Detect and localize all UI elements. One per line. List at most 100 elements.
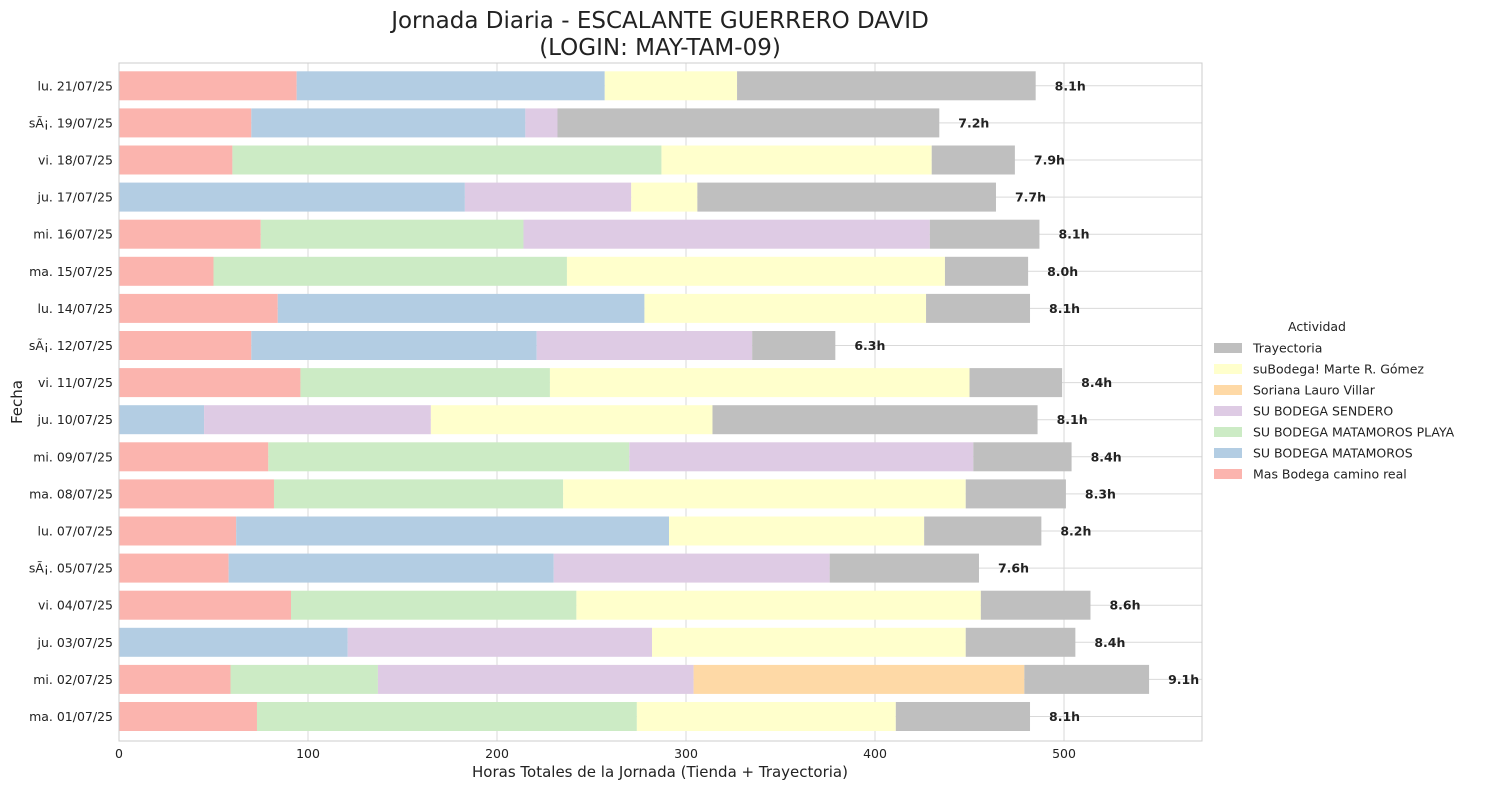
x-axis-label: Horas Totales de la Jornada (Tienda + Tr… xyxy=(472,763,848,781)
legend-swatch xyxy=(1214,427,1242,437)
y-tick-labels: ma. 01/07/25 mi. 02/07/25 ju. 03/07/25 vi. … xyxy=(29,78,113,724)
bar-segment xyxy=(924,516,1042,546)
bar-segment xyxy=(260,219,524,249)
bar-segment xyxy=(119,368,301,398)
legend-swatch xyxy=(1214,364,1242,374)
bar-segment xyxy=(119,664,231,694)
bar-segment xyxy=(553,553,830,583)
bar-segment xyxy=(268,442,630,472)
total-label: 7.6h xyxy=(998,561,1029,576)
y-tick-label: sÃ¡. 05/07/25 xyxy=(29,561,113,576)
legend: Actividad Trayectoria suBodega! Marte R. … xyxy=(1214,319,1455,482)
total-label: 8.4h xyxy=(1094,635,1125,650)
y-tick-label: mi. 09/07/25 xyxy=(33,449,113,464)
bar-segment xyxy=(669,516,925,546)
bar-segment xyxy=(636,702,896,731)
legend-swatch xyxy=(1214,343,1242,353)
bar-segment xyxy=(549,368,970,398)
bar-segment xyxy=(737,71,1036,101)
bar-segment xyxy=(712,405,1038,435)
bar-segment xyxy=(973,442,1072,472)
total-label: 8.1h xyxy=(1055,78,1086,93)
bar-segment xyxy=(230,664,378,694)
bar-segment xyxy=(965,479,1066,509)
y-tick-label: mi. 02/07/25 xyxy=(33,672,113,687)
y-tick-label: vi. 11/07/25 xyxy=(38,375,113,390)
bar-segment xyxy=(347,627,652,657)
bar-segment xyxy=(895,702,1031,731)
y-tick-label: ma. 15/07/25 xyxy=(29,264,113,279)
bar-segment xyxy=(236,516,670,546)
bar-segment xyxy=(119,553,229,583)
total-label: 8.1h xyxy=(1049,709,1080,724)
bar-segment xyxy=(1024,664,1150,694)
bar-segment xyxy=(213,256,567,286)
legend-item: SU BODEGA SENDERO xyxy=(1253,404,1393,419)
bar-segment xyxy=(944,256,1029,286)
y-tick-label: lu. 21/07/25 xyxy=(38,78,113,93)
bar-segment xyxy=(228,553,554,583)
bar-segment xyxy=(277,293,645,323)
bars xyxy=(119,71,1150,731)
bar-segment xyxy=(965,627,1076,657)
y-tick-label: sÃ¡. 12/07/25 xyxy=(29,338,113,353)
bar-segment xyxy=(290,590,577,620)
total-label: 8.4h xyxy=(1091,449,1122,464)
total-labels: 8.1h 9.1h 8.4h 8.6h 7.6h 8.2h 8.3h 8.4h 8.1h 8.4h… xyxy=(854,78,1199,724)
total-label: 8.2h xyxy=(1060,524,1091,539)
bar-segment xyxy=(631,182,698,212)
y-axis-label: Fecha xyxy=(8,380,26,424)
bar-segment xyxy=(557,108,940,138)
legend-title: Actividad xyxy=(1288,319,1346,334)
bar-segment xyxy=(119,182,465,212)
x-tick-labels: 0 100 200 300 400 500 xyxy=(115,746,1076,761)
y-tick-label: lu. 07/07/25 xyxy=(38,524,113,539)
bar-segment xyxy=(119,590,291,620)
y-tick-label: ju. 17/07/25 xyxy=(37,190,113,205)
y-tick-label: vi. 18/07/25 xyxy=(38,153,113,168)
y-tick-label: vi. 04/07/25 xyxy=(38,598,113,613)
bar-segment xyxy=(119,627,348,657)
bar-segment xyxy=(119,702,257,731)
x-tick-label: 200 xyxy=(485,746,509,761)
bar-segment xyxy=(651,627,966,657)
bar-segment xyxy=(119,479,274,509)
x-tick-label: 300 xyxy=(674,746,698,761)
bar-segment xyxy=(232,145,662,175)
total-label: 6.3h xyxy=(854,338,885,353)
legend-item: Trayectoria xyxy=(1252,341,1322,356)
x-tick-label: 0 xyxy=(115,746,123,761)
y-tick-label: mi. 16/07/25 xyxy=(33,227,113,242)
total-label: 8.1h xyxy=(1049,301,1080,316)
bar-segment xyxy=(566,256,945,286)
bar-segment xyxy=(752,331,836,360)
total-label: 8.0h xyxy=(1047,264,1078,279)
bar-segment xyxy=(576,590,981,620)
bar-segment xyxy=(536,331,753,360)
y-tick-label: ma. 01/07/25 xyxy=(29,709,113,724)
legend-swatch xyxy=(1214,469,1242,479)
bar-segment xyxy=(661,145,932,175)
bar-segment xyxy=(119,516,237,546)
bar-segment xyxy=(929,219,1040,249)
bar-segment xyxy=(119,442,269,472)
bar-segment xyxy=(377,664,694,694)
legend-item: Soriana Lauro Villar xyxy=(1253,383,1376,398)
total-label: 8.1h xyxy=(1058,227,1089,242)
total-label: 9.1h xyxy=(1168,672,1199,687)
legend-item: Mas Bodega camino real xyxy=(1253,467,1407,482)
y-tick-label: lu. 14/07/25 xyxy=(38,301,113,316)
bar-segment xyxy=(525,108,558,138)
bar-segment xyxy=(119,145,233,175)
total-label: 7.7h xyxy=(1015,190,1046,205)
bar-segment xyxy=(119,331,252,360)
x-tick-label: 100 xyxy=(296,746,320,761)
legend-item: suBodega! Marte R. Gómez xyxy=(1253,362,1424,377)
y-tick-label: ju. 03/07/25 xyxy=(37,635,113,650)
bar-segment xyxy=(273,479,564,509)
bar-segment xyxy=(693,664,1025,694)
bar-segment xyxy=(296,71,605,101)
bar-segment xyxy=(204,405,431,435)
x-tick-label: 500 xyxy=(1052,746,1076,761)
